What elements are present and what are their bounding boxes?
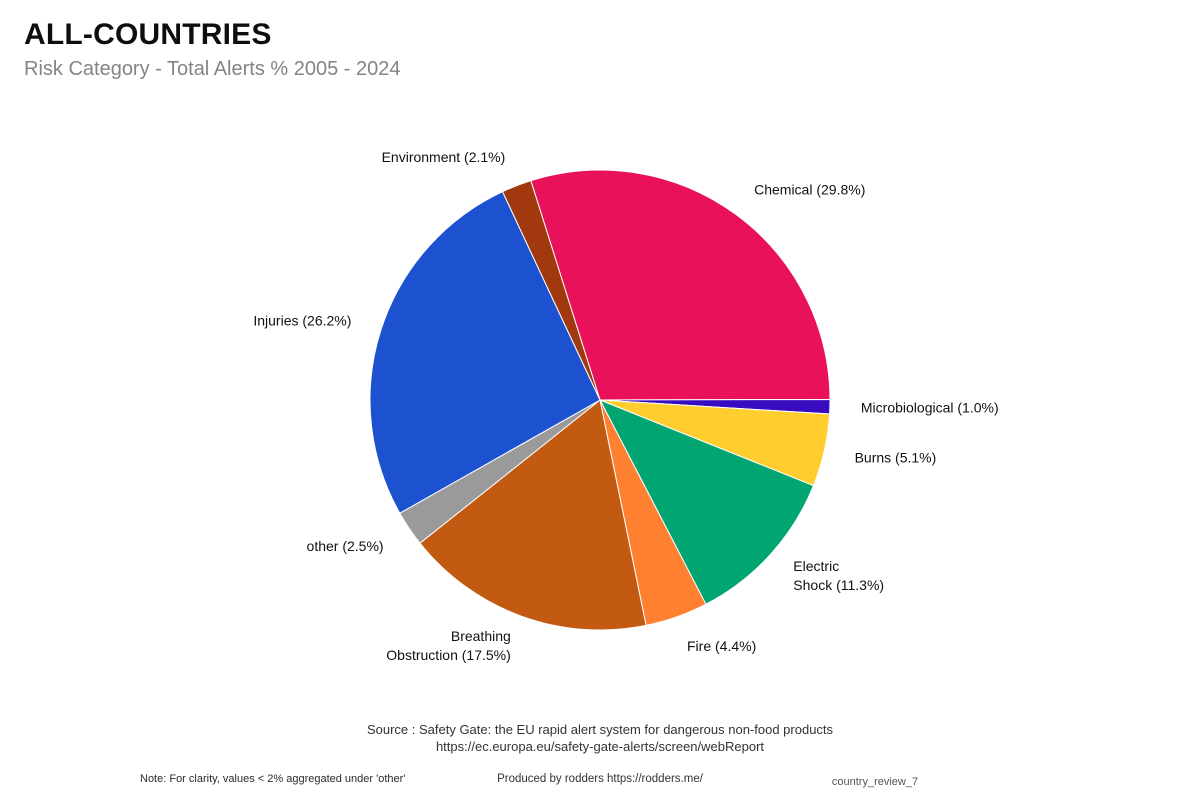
slice-label-burns: Burns (5.1%) [855,449,937,465]
slice-label-breathing-obstruction: Breathing Obstruction (17.5%) [386,628,511,663]
slice-label-chemical: Chemical (29.8%) [754,181,865,197]
watermark-text: country_review_7 [831,776,919,788]
slice-label-fire: Fire (4.4%) [687,638,756,654]
source-note: Source : Safety Gate: the EU rapid alert… [0,721,1200,755]
slice-label-microbiological: Microbiological (1.0%) [861,400,999,416]
page-subtitle: Risk Category - Total Alerts % 2005 - 20… [24,58,401,80]
pie-slice-chemical [530,169,831,401]
pie-slice-environment [501,180,601,401]
pie-slice-breathing-obstruction [419,399,647,631]
page-title: ALL-COUNTRIES [24,18,272,51]
slice-label-other: other (2.5%) [307,538,384,554]
chart-header: ALL-COUNTRIES Risk Category - Total Aler… [24,18,400,81]
slice-label-injuries: Injuries (26.2%) [253,313,351,329]
pie-slice-electric-shock [598,399,815,605]
slice-label-electric-shock: Electric Shock (11.3%) [793,558,884,593]
aggregation-note: Note: For clarity, values < 2% aggregate… [140,773,406,785]
pie-slice-injuries [369,190,601,514]
source-line-1: Source : Safety Gate: the EU rapid alert… [366,722,834,737]
slice-label-environment: Environment (2.1%) [382,149,506,165]
source-line-2: https://ec.europa.eu/safety-gate-alerts/… [435,739,765,754]
produced-by-text: Produced by rodders https://rodders.me/ [497,773,703,785]
